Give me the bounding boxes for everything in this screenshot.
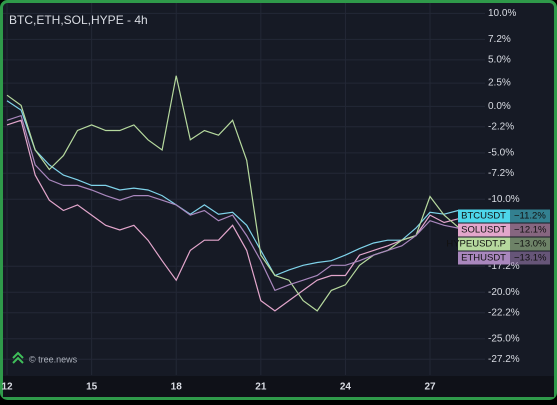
y-tick-label: 0.0% [488, 101, 511, 112]
chart-title: BTC,ETH,SOL,HYPE - 4h [9, 13, 148, 27]
end-label-box [458, 209, 510, 223]
y-tick-label: 5.0% [488, 54, 511, 65]
y-tick-label: -5.0% [488, 147, 514, 158]
end-label: ETHUSDT −13.1% [458, 251, 550, 265]
y-tick-label: -22.2% [488, 307, 520, 318]
y-tick-label: 7.2% [488, 34, 511, 45]
x-tick-label: 18 [171, 382, 183, 393]
end-label-name: HYPEUSDT.P [446, 239, 506, 250]
end-label: BTCUSDT −11.2% [458, 209, 550, 223]
watermark-text: © tree.news [29, 354, 78, 364]
series-line [6, 114, 459, 292]
series-line [6, 119, 459, 312]
watermark-icon [12, 351, 24, 364]
x-tick-label: 27 [424, 382, 436, 393]
end-label-name: BTCUSDT [461, 211, 506, 222]
x-tick-label: 15 [86, 382, 98, 393]
x-tick-label: 24 [340, 382, 352, 393]
end-label-box [458, 223, 510, 237]
x-axis-band [3, 376, 554, 397]
y-tick-label: 10.0% [488, 8, 516, 19]
end-label-box [458, 251, 510, 265]
end-label-value: −13.1% [514, 253, 547, 264]
end-label: HYPEUSDT.P −13.0% [446, 237, 550, 251]
y-tick-label: -25.0% [488, 333, 520, 344]
y-tick-label: -17.2% [488, 261, 520, 272]
end-label-value-box [510, 209, 550, 223]
y-tick-label: -2.2% [488, 121, 514, 132]
end-label-value-box [510, 223, 550, 237]
x-tick-label: 12 [1, 382, 13, 393]
end-label-value-box [510, 251, 550, 265]
y-tick-label: -20.0% [488, 287, 520, 298]
y-tick-label: -7.2% [488, 168, 514, 179]
end-label-value: −11.2% [514, 211, 546, 222]
end-label-value: −12.1% [514, 225, 547, 236]
end-label-name: SOLUSDT [461, 225, 506, 236]
y-tick-label: -10.0% [488, 194, 520, 205]
series-line [6, 100, 459, 277]
watermark: © tree.news [12, 351, 78, 364]
end-label-value: −13.0% [514, 239, 547, 250]
y-tick-label: -27.2% [488, 354, 520, 365]
end-label-value-box [510, 237, 550, 251]
x-tick-label: 21 [255, 382, 267, 393]
end-label-box [458, 237, 510, 251]
end-label: SOLUSDT −12.1% [458, 223, 550, 237]
end-label-name: ETHUSDT [461, 253, 506, 264]
y-tick-label: 2.5% [488, 78, 511, 89]
